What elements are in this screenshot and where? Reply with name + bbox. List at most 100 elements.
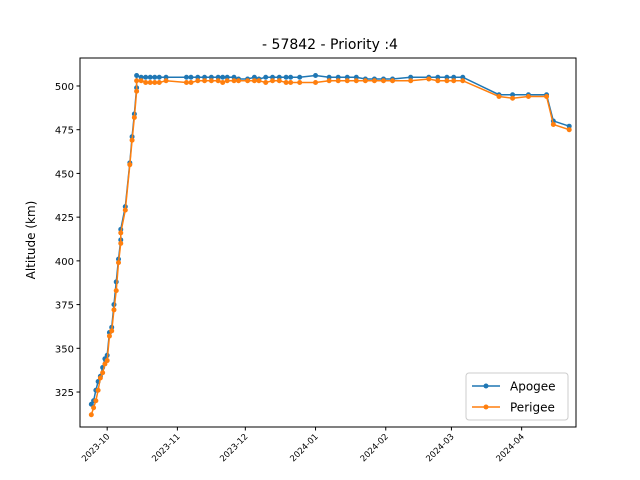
data-point-perigee — [435, 78, 441, 84]
data-point-apogee — [566, 123, 572, 129]
data-point-apogee — [195, 74, 201, 80]
legend: Apogee Perigee — [465, 372, 569, 421]
data-point-perigee — [362, 78, 368, 84]
data-point-perigee — [156, 79, 162, 85]
data-point-perigee — [143, 79, 149, 85]
data-point-apogee — [202, 74, 208, 80]
data-point-perigee — [380, 78, 386, 84]
data-point-perigee — [104, 358, 110, 364]
data-point-perigee — [122, 207, 128, 213]
data-point-apogee — [224, 74, 230, 80]
data-point-apogee — [138, 74, 144, 80]
data-point-perigee — [451, 78, 457, 84]
data-point-perigee — [118, 230, 124, 236]
data-point-apogee — [283, 74, 289, 80]
x-axis: 2023-10 2023-11 2023-12 2024-01 2024-02 2024-… — [80, 427, 527, 464]
data-point-perigee — [236, 78, 242, 84]
data-point-perigee — [202, 78, 208, 84]
data-point-apogee — [231, 74, 237, 80]
series-line-apogee — [90, 74, 570, 405]
series-perigee — [88, 76, 572, 418]
y-tick-label: 500 — [55, 82, 74, 93]
data-point-perigee — [109, 328, 115, 334]
legend-label: Apogee — [510, 380, 556, 394]
data-point-apogee — [208, 74, 214, 80]
legend-marker — [483, 383, 489, 389]
data-point-perigee — [224, 78, 230, 84]
data-point-apogee — [152, 74, 158, 80]
y-tick-label: 475 — [55, 126, 74, 137]
data-point-apogee — [147, 74, 153, 80]
data-point-apogee — [143, 74, 149, 80]
data-point-apogee — [276, 74, 282, 80]
data-point-perigee — [371, 78, 377, 84]
data-point-apogee — [344, 74, 350, 80]
data-point-perigee — [460, 78, 466, 84]
data-point-perigee — [297, 79, 303, 85]
data-point-perigee — [147, 79, 153, 85]
data-point-perigee — [195, 78, 201, 84]
data-point-perigee — [276, 78, 282, 84]
plot-frame — [79, 57, 577, 428]
data-point-perigee — [93, 398, 99, 404]
data-point-apogee — [353, 74, 359, 80]
legend-box — [465, 372, 569, 421]
data-point-perigee — [313, 79, 319, 85]
data-point-apogee — [220, 74, 226, 80]
data-point-apogee — [134, 72, 140, 78]
data-point-perigee — [256, 78, 262, 84]
data-point-perigee — [106, 333, 112, 339]
y-tick-label: 350 — [55, 344, 74, 355]
data-point-perigee — [215, 78, 221, 84]
data-point-apogee — [326, 74, 332, 80]
data-point-apogee — [215, 74, 221, 80]
data-point-apogee — [435, 74, 441, 80]
x-tick-label: 2023-12 — [218, 432, 250, 464]
data-point-apogee — [444, 74, 450, 80]
data-point-perigee — [220, 79, 226, 85]
data-point-apogee — [163, 74, 169, 80]
data-point-perigee — [263, 79, 269, 85]
data-point-apogee — [270, 74, 276, 80]
series-apogee — [88, 72, 572, 407]
data-point-apogee — [183, 74, 189, 80]
data-point-perigee — [335, 78, 341, 84]
x-tick-label: 2024-02 — [359, 432, 391, 464]
data-point-apogee — [188, 74, 194, 80]
legend-marker — [483, 404, 489, 410]
data-point-apogee — [251, 74, 257, 80]
data-point-perigee — [496, 93, 502, 99]
x-tick-label: 2024-03 — [424, 432, 456, 464]
data-point-apogee — [408, 74, 414, 80]
y-tick-label: 450 — [55, 169, 74, 180]
data-point-perigee — [100, 370, 106, 376]
data-point-perigee — [113, 288, 119, 294]
y-axis-label: Altitude (km) — [24, 201, 38, 280]
x-tick-label: 2024-04 — [495, 432, 527, 464]
y-axis: 325 350 375 400 425 450 475 500 — [55, 82, 80, 399]
series-line-perigee — [90, 78, 570, 415]
data-point-perigee — [544, 93, 550, 99]
data-point-perigee — [390, 78, 396, 84]
data-point-perigee — [408, 78, 414, 84]
data-point-perigee — [152, 79, 158, 85]
data-point-perigee — [566, 127, 572, 133]
data-point-perigee — [111, 307, 117, 313]
legend-item-perigee: Perigee — [472, 401, 555, 415]
y-tick-label: 400 — [55, 257, 74, 268]
data-point-apogee — [313, 72, 319, 78]
x-tick-label: 2023-10 — [80, 432, 112, 464]
data-point-perigee — [208, 78, 214, 84]
data-point-perigee — [283, 79, 289, 85]
data-point-perigee — [131, 114, 137, 120]
data-point-apogee — [510, 92, 516, 98]
data-point-apogee — [335, 74, 341, 80]
data-point-perigee — [270, 78, 276, 84]
data-point-apogee — [288, 74, 294, 80]
data-point-perigee — [134, 88, 140, 94]
data-point-apogee — [451, 74, 457, 80]
x-tick-label: 2024-01 — [288, 432, 320, 464]
data-point-perigee — [116, 260, 121, 266]
data-point-perigee — [97, 375, 103, 381]
data-point-perigee — [288, 79, 294, 85]
